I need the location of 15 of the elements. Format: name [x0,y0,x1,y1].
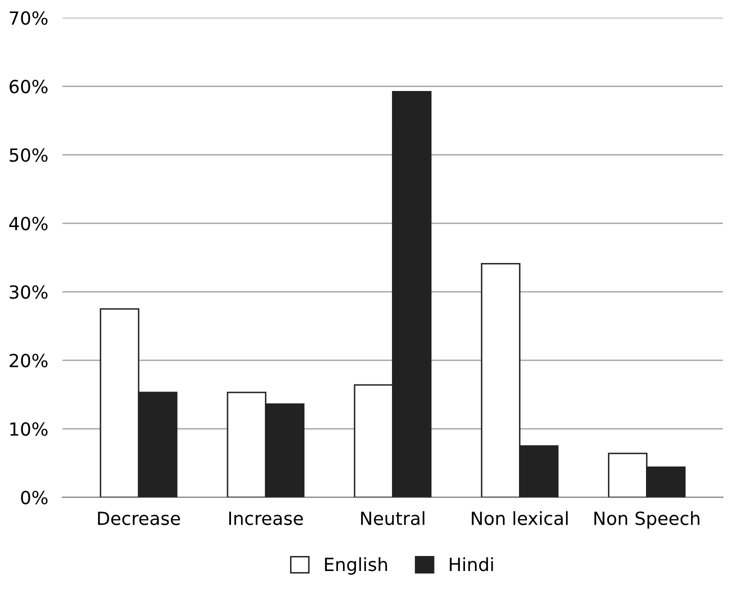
y-tick-label: 0% [21,490,48,504]
x-tick-label: Neutral [361,511,424,526]
y-tick-label: 40% [9,216,48,230]
legend-label: English [325,557,387,575]
y-tick-label: 50% [10,148,48,162]
y-tick-label: 20% [10,354,48,368]
legend-label: Hindi [450,557,493,572]
x-tick-label: Decrease [98,512,180,526]
y-tick-label: 60% [10,80,48,94]
x-tick-label: Non Speech [594,511,700,529]
x-tick-label: Non lexical [472,511,568,526]
y-tick-label: 10% [10,422,48,436]
y-tick-label: 70% [10,11,48,25]
x-tick-label: Increase [229,512,303,526]
y-tick-label: 30% [10,285,48,299]
